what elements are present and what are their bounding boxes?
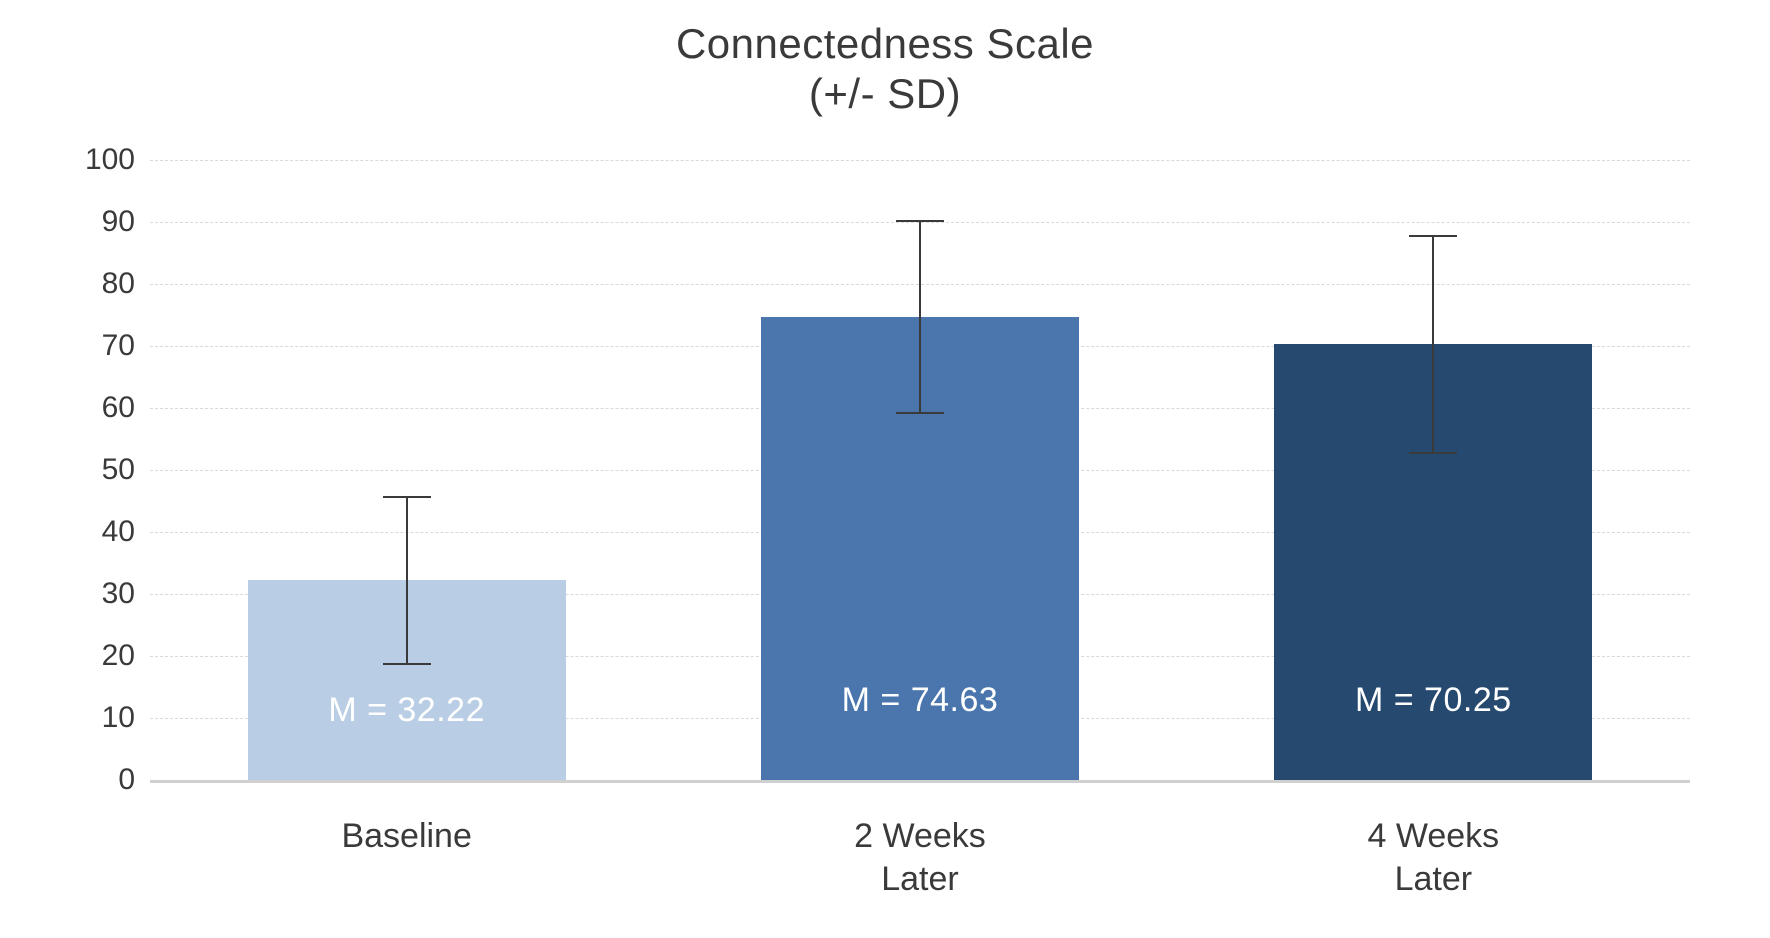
chart-title-line1: Connectedness Scale — [0, 20, 1770, 68]
error-bar — [406, 497, 408, 664]
bar-value-label: M = 32.22 — [248, 691, 566, 730]
x-tick-label: 2 WeeksLater — [761, 815, 1079, 900]
y-tick-label: 40 — [45, 515, 135, 549]
plot-inner: 0102030405060708090100M = 32.22BaselineM… — [150, 160, 1690, 780]
connectedness-bar-chart: Connectedness Scale (+/- SD) 01020304050… — [0, 0, 1770, 938]
y-tick-label: 70 — [45, 329, 135, 363]
y-tick-label: 0 — [45, 763, 135, 797]
gridline — [150, 160, 1690, 161]
x-tick-label: Baseline — [248, 815, 566, 858]
y-tick-label: 80 — [45, 267, 135, 301]
y-tick-label: 50 — [45, 453, 135, 487]
x-axis-baseline — [150, 780, 1690, 783]
error-cap-top — [383, 496, 431, 498]
y-tick-label: 10 — [45, 701, 135, 735]
error-bar — [919, 221, 921, 413]
bar-value-label: M = 70.25 — [1274, 681, 1592, 720]
error-cap-top — [1409, 235, 1457, 237]
error-cap-top — [896, 220, 944, 222]
y-tick-label: 20 — [45, 639, 135, 673]
chart-title-line2: (+/- SD) — [0, 70, 1770, 118]
error-cap-bottom — [1409, 452, 1457, 454]
y-tick-label: 30 — [45, 577, 135, 611]
y-tick-label: 90 — [45, 205, 135, 239]
error-cap-bottom — [383, 663, 431, 665]
x-tick-label: 4 WeeksLater — [1274, 815, 1592, 900]
error-cap-bottom — [896, 412, 944, 414]
y-tick-label: 60 — [45, 391, 135, 425]
error-bar — [1432, 236, 1434, 453]
bar-value-label: M = 74.63 — [761, 681, 1079, 720]
y-tick-label: 100 — [45, 143, 135, 177]
plot-area: 0102030405060708090100M = 32.22BaselineM… — [150, 160, 1690, 780]
